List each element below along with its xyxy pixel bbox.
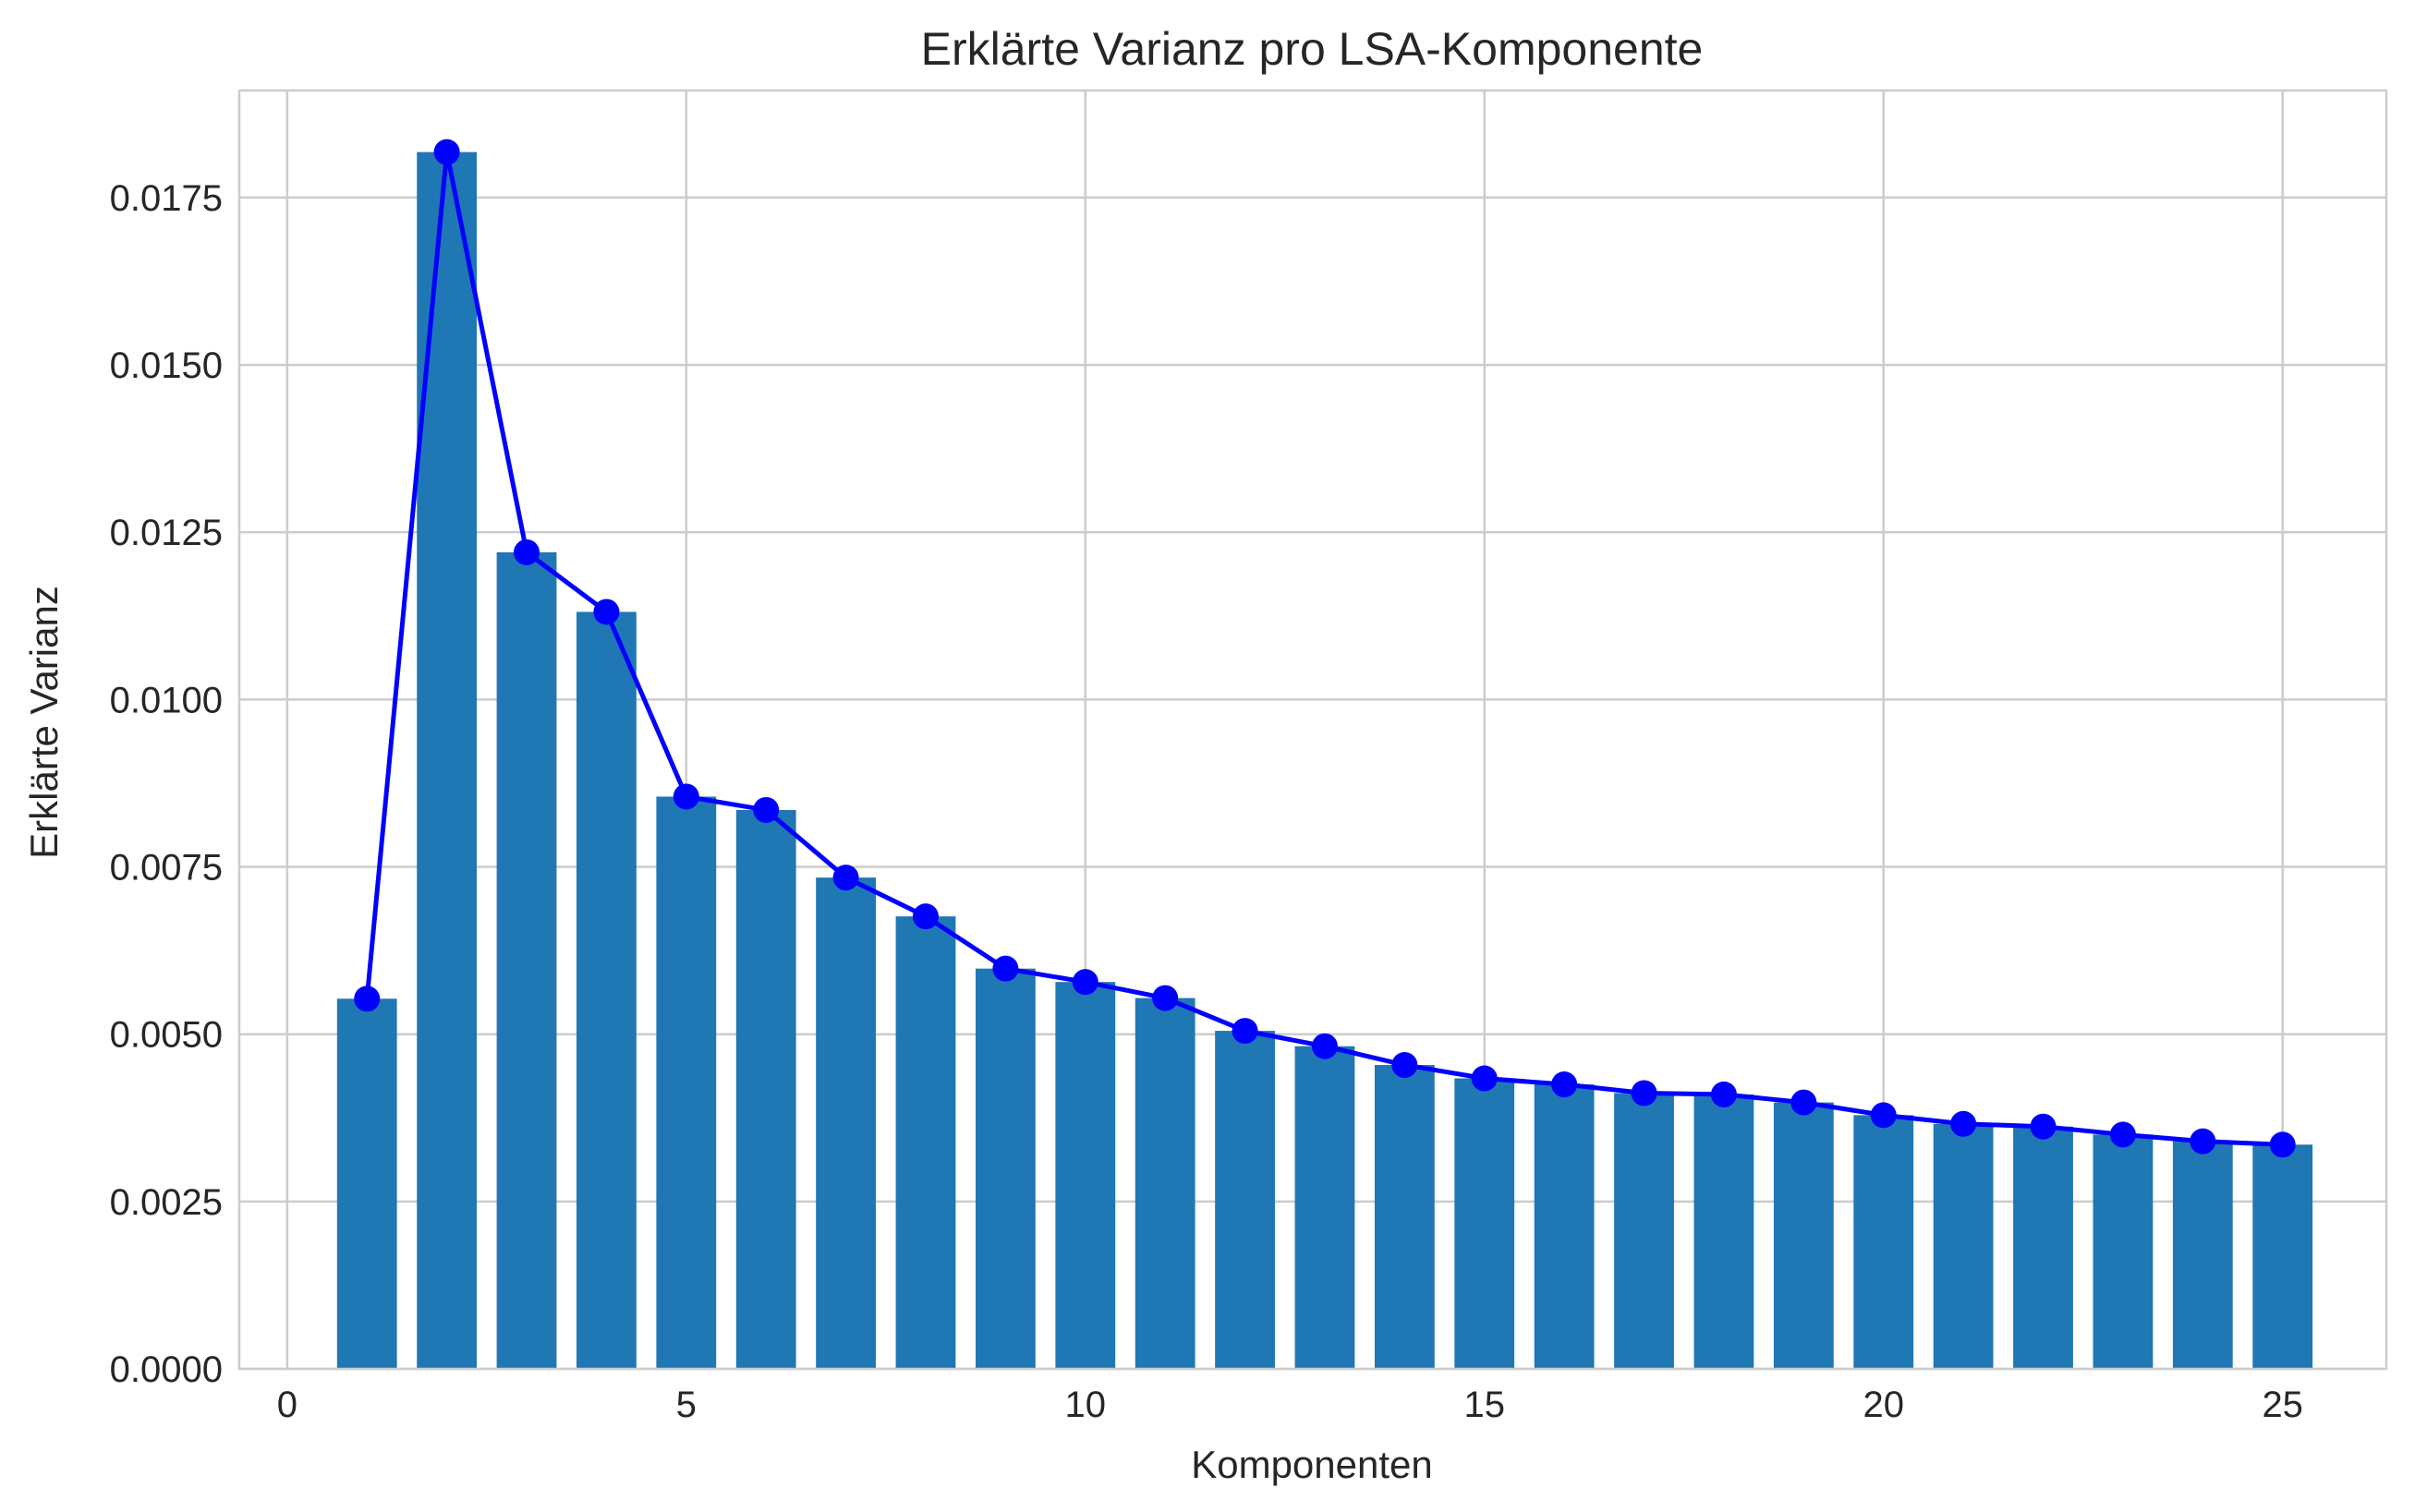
bar (975, 968, 1036, 1369)
bar-layer (336, 151, 2313, 1370)
bar (417, 151, 478, 1370)
y-tick-label: 0.0075 (110, 848, 223, 889)
line-marker (673, 783, 699, 810)
line-marker (1391, 1052, 1418, 1079)
line-marker (1311, 1033, 1338, 1059)
x-tick-label: 10 (1065, 1385, 1107, 1425)
y-tick-label: 0.0100 (110, 680, 223, 720)
line-marker (1710, 1081, 1737, 1107)
line-layer (354, 139, 2296, 1158)
line-marker (1950, 1110, 1977, 1137)
bar (1534, 1084, 1595, 1369)
line-marker (2269, 1131, 2296, 1158)
tick-layer: 0 5 10 15 20 25 0.0000 0.0025 0.0050 0.0075 0.0100… (110, 178, 2303, 1425)
line-marker (514, 538, 540, 565)
bar (336, 998, 397, 1369)
bar (816, 877, 876, 1369)
chart-title: Erklärte Varianz pro LSA-Komponente (921, 23, 1704, 75)
bar (1215, 1031, 1275, 1369)
line-marker (1471, 1065, 1498, 1092)
bar (1294, 1046, 1355, 1369)
line-marker (753, 796, 780, 823)
line-marker (1232, 1018, 1258, 1045)
y-tick-label: 0.0050 (110, 1015, 223, 1056)
line-marker (2109, 1121, 2136, 1148)
x-tick-label: 0 (277, 1385, 297, 1425)
bar (496, 551, 557, 1369)
bar (1853, 1115, 1914, 1369)
bar (2172, 1141, 2233, 1369)
line-marker (2190, 1128, 2216, 1155)
line-marker (354, 986, 381, 1012)
bar (735, 809, 796, 1369)
line-marker (1870, 1102, 1897, 1129)
line-marker (593, 599, 620, 625)
y-tick-label: 0.0000 (110, 1349, 223, 1390)
line-marker (1631, 1080, 1657, 1107)
x-tick-label: 20 (1863, 1385, 1904, 1425)
line-marker (1551, 1071, 1578, 1098)
bar (1773, 1102, 1834, 1369)
y-axis-label: Erklärte Varianz (22, 586, 66, 859)
bar (2252, 1144, 2313, 1369)
bar (1933, 1123, 1994, 1369)
bar (1693, 1094, 1754, 1369)
y-tick-label: 0.0025 (110, 1182, 223, 1223)
x-tick-label: 15 (1463, 1385, 1505, 1425)
x-axis-label: Komponenten (1191, 1443, 1433, 1486)
line-marker (1072, 969, 1098, 996)
bar (1614, 1093, 1674, 1369)
bar (576, 611, 637, 1369)
bar (895, 916, 956, 1369)
bar (2013, 1126, 2073, 1369)
line-marker (832, 865, 859, 891)
bar (1454, 1078, 1515, 1369)
bar (1055, 982, 1116, 1369)
line-marker (912, 903, 939, 930)
bar (656, 796, 717, 1369)
line-marker (992, 955, 1019, 982)
line-marker (1790, 1089, 1817, 1116)
line-marker (433, 139, 460, 165)
line-marker (2030, 1113, 2057, 1140)
plot-frame (237, 89, 2388, 1371)
y-tick-label: 0.0125 (110, 513, 223, 553)
x-tick-label: 25 (2262, 1385, 2303, 1425)
x-tick-label: 5 (676, 1385, 697, 1425)
bar (1374, 1065, 1435, 1369)
y-tick-label: 0.0175 (110, 178, 223, 219)
bar (1135, 998, 1195, 1369)
y-tick-label: 0.0150 (110, 345, 223, 386)
line-marker (1152, 985, 1179, 1011)
bar (2093, 1134, 2154, 1369)
